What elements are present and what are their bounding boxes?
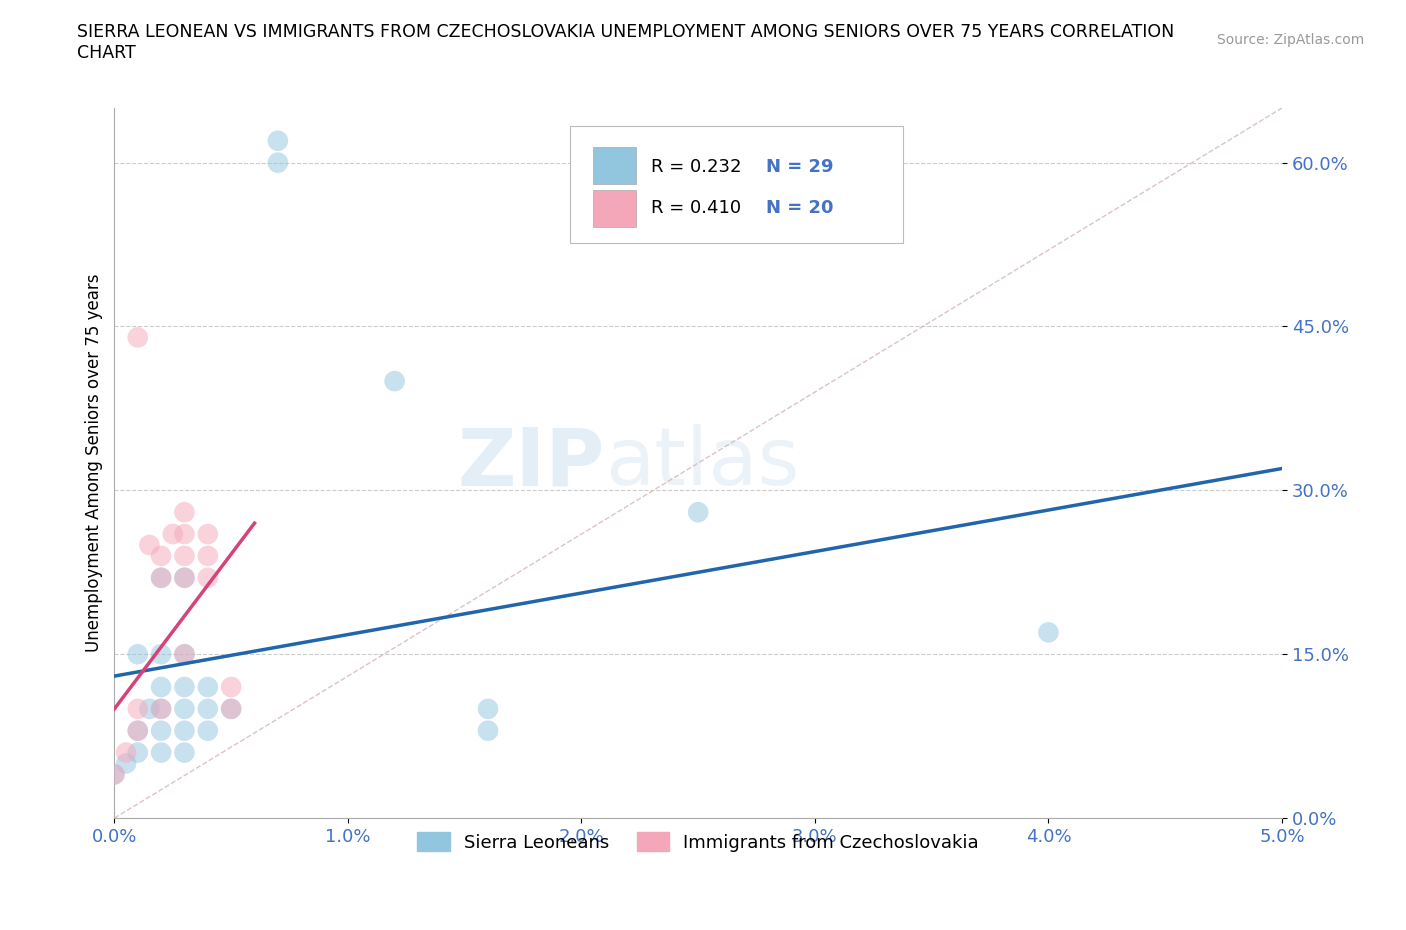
Point	[197, 549, 219, 564]
Point	[477, 701, 499, 716]
Point	[197, 701, 219, 716]
Text: N = 20: N = 20	[766, 199, 834, 217]
Point	[138, 538, 160, 552]
Point	[173, 526, 195, 541]
Point	[688, 505, 710, 520]
Point	[477, 724, 499, 738]
Point	[127, 724, 149, 738]
FancyBboxPatch shape	[593, 190, 637, 227]
Point	[150, 745, 173, 760]
Point	[1038, 625, 1060, 640]
Point	[150, 570, 173, 585]
Point	[219, 680, 242, 695]
Point	[115, 756, 138, 771]
Point	[173, 646, 195, 661]
Point	[162, 526, 184, 541]
Point	[150, 570, 173, 585]
Text: Source: ZipAtlas.com: Source: ZipAtlas.com	[1216, 33, 1364, 46]
Point	[173, 680, 195, 695]
Text: R = 0.410: R = 0.410	[651, 199, 741, 217]
Legend: Sierra Leoneans, Immigrants from Czechoslovakia: Sierra Leoneans, Immigrants from Czechos…	[411, 825, 987, 858]
Y-axis label: Unemployment Among Seniors over 75 years: Unemployment Among Seniors over 75 years	[86, 273, 103, 652]
Point	[115, 745, 138, 760]
Point	[219, 701, 242, 716]
Text: atlas: atlas	[605, 424, 799, 502]
FancyBboxPatch shape	[593, 147, 637, 184]
Point	[103, 767, 125, 782]
Point	[219, 701, 242, 716]
Point	[197, 526, 219, 541]
Point	[267, 133, 290, 148]
Point	[384, 374, 406, 389]
Point	[173, 549, 195, 564]
Point	[197, 724, 219, 738]
Point	[173, 570, 195, 585]
FancyBboxPatch shape	[569, 126, 903, 243]
Point	[127, 724, 149, 738]
Point	[173, 745, 195, 760]
Point	[197, 680, 219, 695]
Point	[150, 680, 173, 695]
Point	[267, 155, 290, 170]
Text: N = 29: N = 29	[766, 158, 834, 176]
Point	[150, 646, 173, 661]
Point	[173, 646, 195, 661]
Point	[138, 701, 160, 716]
Text: ZIP: ZIP	[457, 424, 605, 502]
Point	[173, 701, 195, 716]
Point	[103, 767, 125, 782]
Point	[150, 549, 173, 564]
Point	[127, 330, 149, 345]
Text: SIERRA LEONEAN VS IMMIGRANTS FROM CZECHOSLOVAKIA UNEMPLOYMENT AMONG SENIORS OVER: SIERRA LEONEAN VS IMMIGRANTS FROM CZECHO…	[77, 23, 1174, 62]
Point	[173, 505, 195, 520]
Point	[150, 701, 173, 716]
Point	[173, 570, 195, 585]
Point	[150, 701, 173, 716]
Point	[127, 701, 149, 716]
Text: R = 0.232: R = 0.232	[651, 158, 742, 176]
Point	[173, 724, 195, 738]
Point	[150, 724, 173, 738]
Point	[127, 646, 149, 661]
Point	[197, 570, 219, 585]
Point	[127, 745, 149, 760]
